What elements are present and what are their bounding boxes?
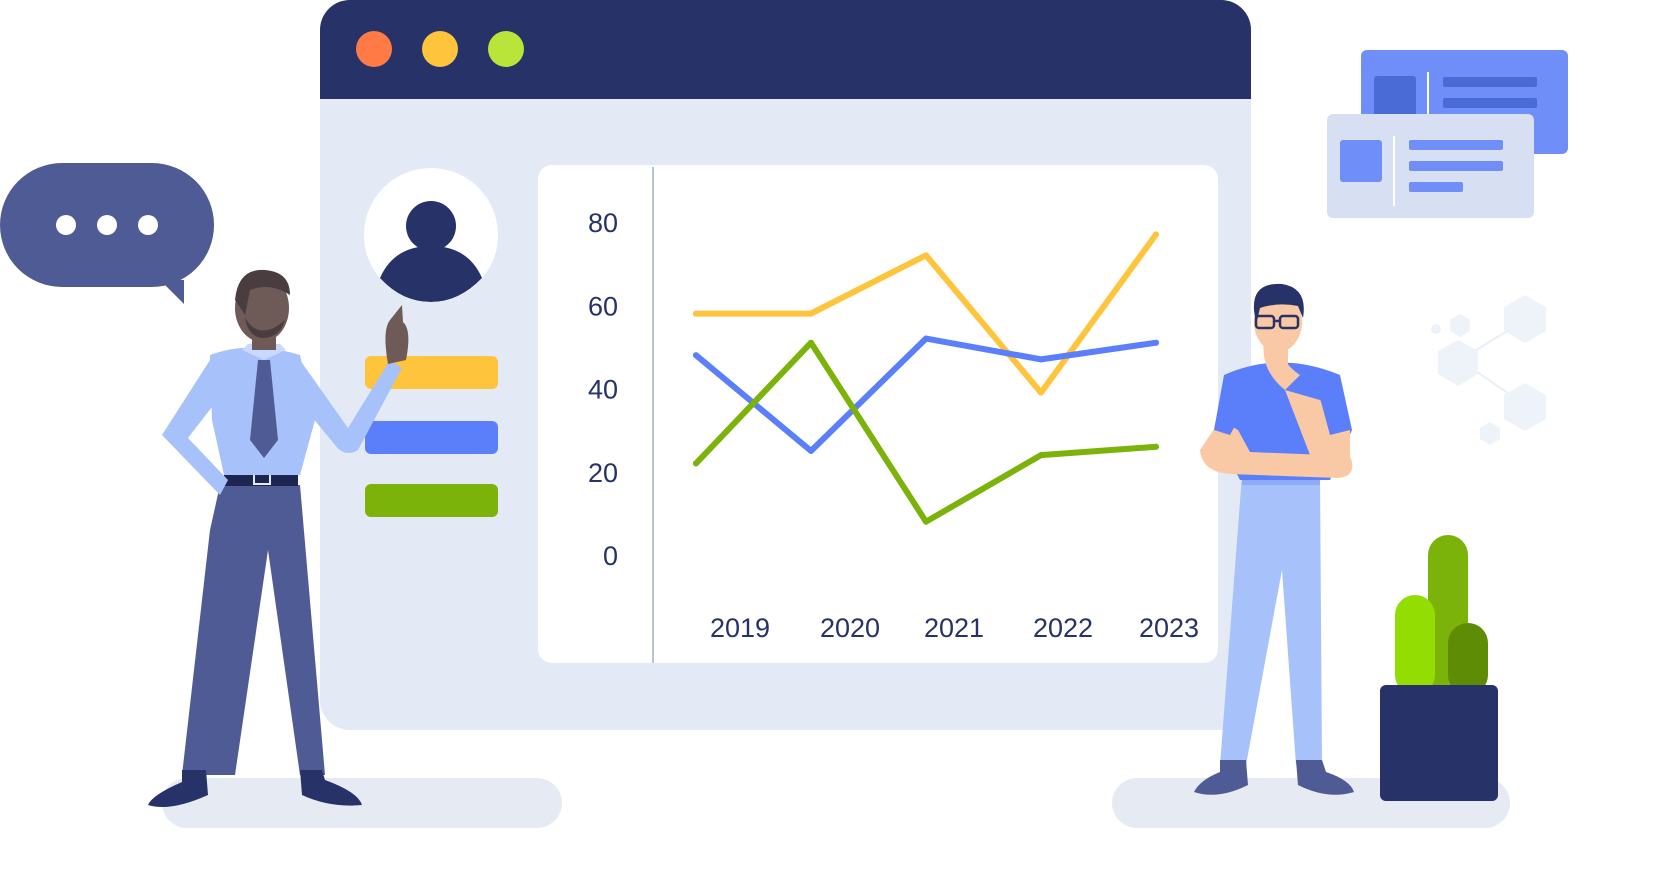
series-line-3[interactable] (693, 339, 1159, 525)
y-tick-label: 20 (588, 458, 618, 488)
hexagon-network-decoration (1431, 295, 1546, 445)
data-point[interactable] (693, 352, 699, 359)
y-tick-label: 0 (603, 541, 618, 571)
data-point[interactable] (693, 310, 699, 317)
user-avatar[interactable] (364, 168, 498, 302)
data-point[interactable] (923, 335, 929, 342)
legend-bar-blue[interactable] (365, 421, 498, 454)
thinking-man-illustration (1194, 283, 1354, 795)
card-divider (1427, 72, 1429, 132)
data-point[interactable] (1153, 339, 1159, 346)
data-point[interactable] (923, 518, 929, 525)
data-point[interactable] (808, 339, 814, 346)
data-point[interactable] (808, 447, 814, 454)
legend-bar-green[interactable] (365, 484, 498, 517)
data-point[interactable] (693, 460, 699, 467)
y-tick-label: 80 (588, 208, 618, 238)
browser-window: 0 20 40 60 80 2019 2020 2021 2022 2023 (320, 0, 1251, 730)
ellipsis-icon-dot-1 (56, 215, 76, 235)
x-tick-label: 2022 (1033, 613, 1093, 643)
data-point[interactable] (1153, 443, 1159, 450)
card-thumbnail (1340, 140, 1382, 182)
ellipsis-icon-dot-3 (138, 215, 158, 235)
chat-bubble (0, 163, 214, 287)
ellipsis-icon-dot-2 (97, 215, 117, 235)
card-line (1409, 161, 1503, 171)
window-maximize-button[interactable] (488, 31, 524, 67)
data-point[interactable] (1038, 389, 1044, 396)
y-tick-label: 60 (588, 291, 618, 321)
y-tick-label: 40 (588, 375, 618, 405)
chart-panel: 0 20 40 60 80 2019 2020 2021 2022 2023 (538, 165, 1218, 663)
presenter-man-illustration (148, 269, 409, 808)
info-card-front (1327, 114, 1534, 218)
data-point[interactable] (1038, 356, 1044, 363)
window-minimize-button[interactable] (422, 31, 458, 67)
card-divider (1393, 136, 1395, 206)
card-line (1443, 77, 1537, 87)
card-line (1409, 140, 1503, 150)
x-tick-label: 2020 (820, 613, 880, 643)
x-tick-label: 2021 (924, 613, 984, 643)
line-chart: 0 20 40 60 80 2019 2020 2021 2022 2023 (588, 167, 1199, 663)
ground-shadow-left (162, 778, 562, 828)
user-icon (380, 201, 482, 302)
data-point[interactable] (1153, 231, 1159, 238)
data-point[interactable] (923, 252, 929, 259)
window-close-button[interactable] (356, 31, 392, 67)
potted-plant-illustration (1380, 535, 1498, 801)
data-point[interactable] (1038, 452, 1044, 459)
chat-bubble-tail (160, 280, 184, 304)
window-titlebar (320, 0, 1251, 99)
card-line (1409, 182, 1463, 192)
data-point[interactable] (808, 310, 814, 317)
card-thumbnail (1374, 76, 1416, 118)
x-tick-label: 2023 (1139, 613, 1199, 643)
card-line (1443, 98, 1537, 108)
x-tick-label: 2019 (710, 613, 770, 643)
